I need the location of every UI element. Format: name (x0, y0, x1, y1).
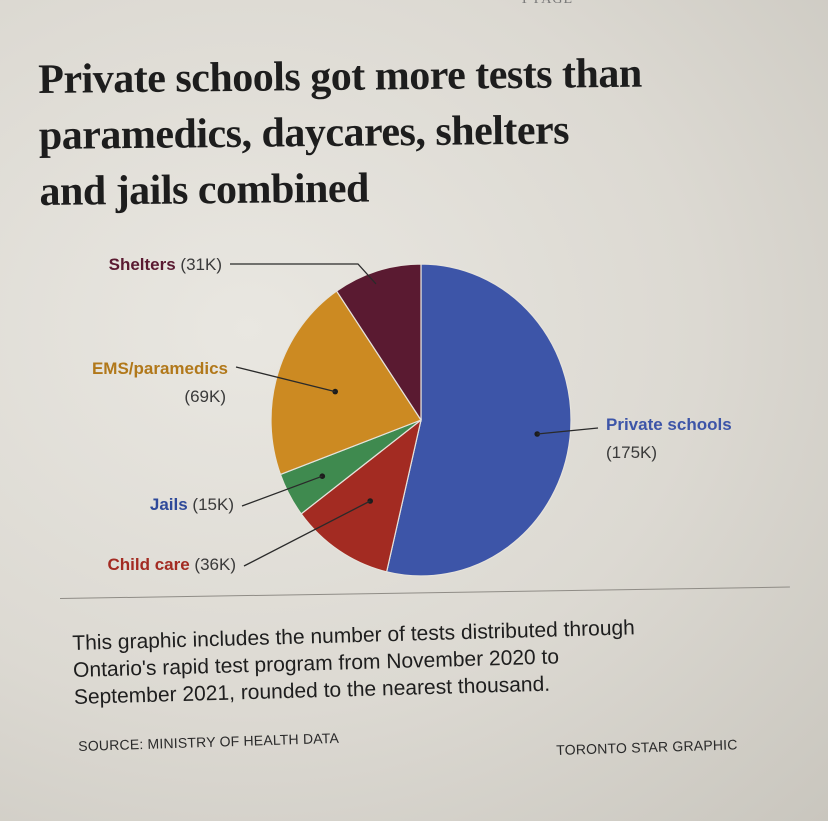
label-name-jails: Jails (150, 495, 193, 514)
pie-slice-ems-paramedics (270, 290, 422, 476)
label-shelters: Shelters (31K) (109, 255, 222, 274)
pie-slice-child-care (300, 418, 422, 573)
label-child-care: Child care (36K) (108, 555, 237, 574)
label-private-schools: Private schools (606, 415, 732, 434)
pie-slice-private-schools (385, 263, 572, 577)
pie-slice-shelters (335, 263, 422, 423)
label-jails: Jails (15K) (150, 495, 234, 514)
label-ems-paramedics: EMS/paramedics (92, 359, 228, 378)
value-label-ems-paramedics: (69K) (184, 387, 226, 406)
callout-dot-ems-paramedics (332, 388, 339, 395)
value-label-jails: (15K) (192, 495, 234, 514)
pie-callouts: Private schools (175K) Child care (36K) Jai… (92, 255, 732, 574)
callout-line-jails (241, 475, 323, 507)
callout-line-child-care (243, 500, 371, 567)
pie-slices (270, 263, 572, 577)
callout-line-ems-paramedics (235, 366, 336, 393)
value-label-shelters: (31K) (180, 255, 222, 274)
value-label-private-schools: (175K) (606, 443, 657, 462)
callout-line-private-schools (537, 427, 599, 435)
value-label-child-care: (36K) (194, 555, 236, 574)
page-kicker: T PAGE (520, 0, 573, 8)
label-name-shelters: Shelters (109, 255, 181, 274)
callout-line-shelters (230, 263, 377, 285)
label-name-child-care: Child care (108, 555, 195, 574)
